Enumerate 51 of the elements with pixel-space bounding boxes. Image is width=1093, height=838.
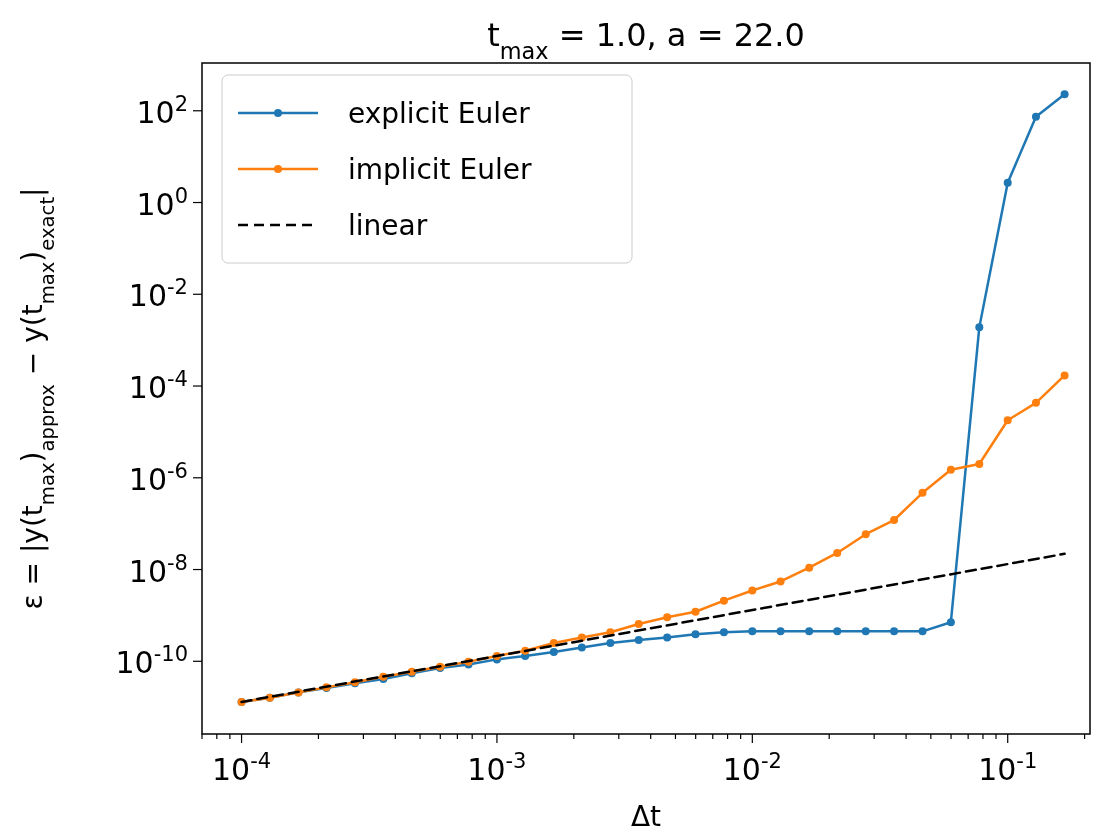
y-tick-label: 10$^{2}$: [136, 91, 188, 130]
point: [805, 563, 814, 572]
point: [1060, 90, 1069, 99]
point: [1031, 112, 1040, 121]
y-tick-label: 10$^{-4}$: [128, 367, 188, 406]
point: [719, 628, 728, 637]
x-tick-label: 10$^{-4}$: [211, 749, 272, 787]
point: [805, 627, 814, 636]
point: [776, 577, 785, 586]
legend-label: implicit Euler: [348, 153, 532, 186]
y-tick-label: 10$^{-6}$: [128, 458, 188, 497]
point: [691, 630, 700, 639]
point: [833, 627, 842, 636]
point: [861, 627, 870, 636]
chart-title: t$_{max}$ = 1.0, a = 22.0: [487, 16, 805, 64]
point: [975, 459, 984, 468]
point: [1003, 416, 1012, 425]
point: [663, 613, 672, 622]
point: [748, 586, 757, 595]
y-tick-label: 10$^{-8}$: [128, 550, 188, 589]
point: [719, 596, 728, 605]
point: [833, 548, 842, 557]
point: [861, 530, 870, 539]
x-tick-label: 10$^{-2}$: [722, 749, 782, 787]
point: [1003, 178, 1012, 187]
point: [663, 633, 672, 642]
point: [946, 465, 955, 474]
point: [918, 488, 927, 497]
point: [577, 643, 586, 652]
point: [634, 636, 643, 645]
y-tick-label: 10$^{-2}$: [128, 275, 188, 314]
legend-label: explicit Euler: [348, 97, 531, 130]
y-tick-label: 10$^{-10}$: [115, 642, 188, 681]
point: [890, 516, 899, 525]
point: [776, 627, 785, 636]
point: [946, 618, 955, 627]
legend-label: linear: [348, 209, 428, 242]
point: [918, 627, 927, 636]
point: [890, 627, 899, 636]
point: [691, 607, 700, 616]
point: [549, 647, 558, 656]
x-tick-label: 10$^{-3}$: [467, 749, 527, 787]
y-tick-label: 10$^{0}$: [136, 183, 188, 222]
point: [748, 627, 757, 636]
point: [606, 639, 615, 648]
point: [975, 323, 984, 332]
point: [1031, 398, 1040, 407]
point: [634, 619, 643, 628]
x-tick-label: 10$^{-1}$: [978, 749, 1038, 787]
point: [1060, 371, 1069, 380]
x-axis-title: Δt: [630, 800, 662, 833]
